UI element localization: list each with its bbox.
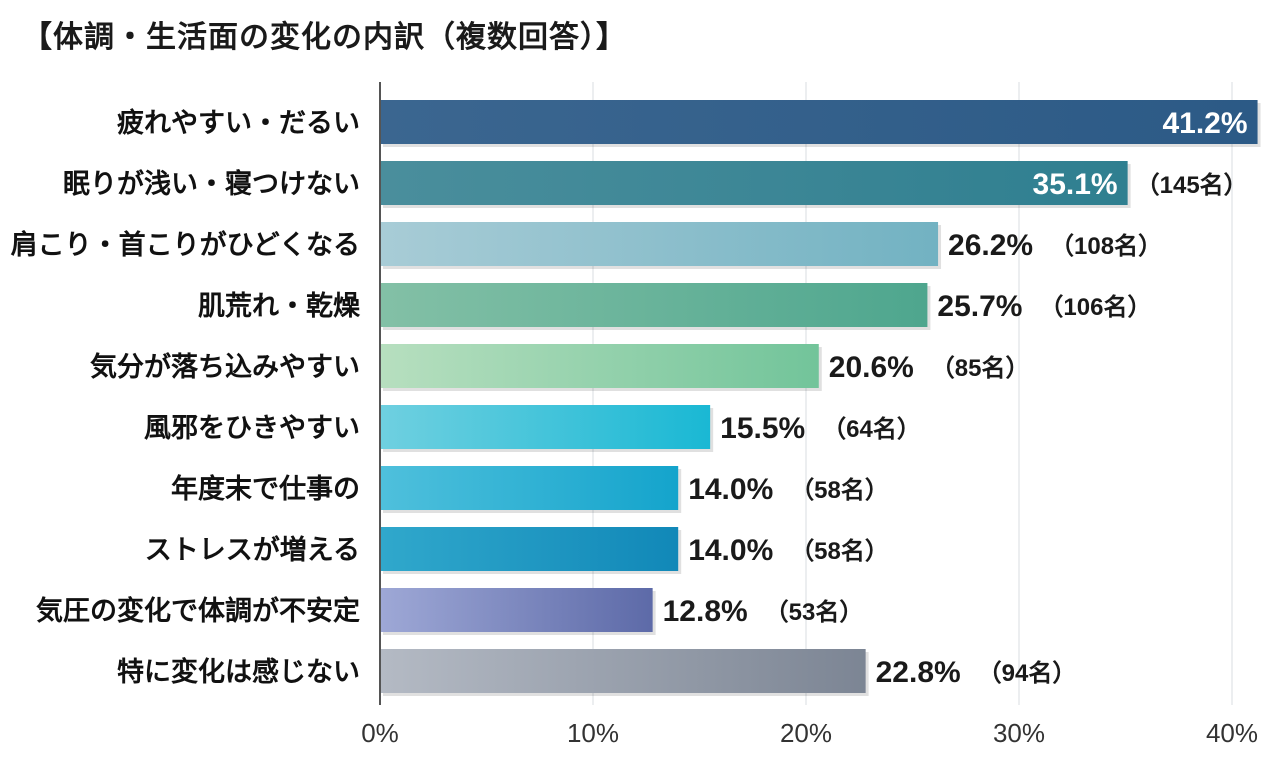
chart-title: 【体調・生活面の変化の内訳（複数回答）】 (22, 20, 627, 55)
value-label: 15.5% (720, 412, 805, 445)
count-label: （85名） (931, 354, 1030, 382)
count-label: （170名） (1266, 110, 1280, 138)
labels: 疲れやすい・だるい 41.2% （170名） 眠りが浅い・寝つけない 35.1% （145… (11, 107, 1280, 689)
count-label: （58名） (790, 537, 889, 565)
axis: 0% 10% 20% 30% 40% (361, 82, 1258, 748)
count-label: （94名） (978, 659, 1077, 687)
bar-3 (380, 222, 939, 266)
x-tick-label: 20% (780, 718, 832, 748)
value-label: 25.7% (937, 290, 1022, 323)
bar-8 (380, 527, 679, 571)
bar-2 (380, 161, 1128, 205)
category-label: 気分が落ち込みやすい (90, 351, 360, 383)
bars (380, 100, 1261, 696)
category-label: 眠りが浅い・寝つけない (63, 168, 360, 200)
value-label: 22.8% (876, 656, 961, 689)
value-label: 12.8% (663, 595, 748, 628)
value-label: 20.6% (829, 351, 914, 384)
bar-10 (380, 649, 866, 693)
count-label: （145名） (1136, 171, 1248, 199)
count-label: （58名） (790, 476, 889, 504)
value-label: 35.1% (1033, 168, 1118, 201)
category-label: ストレスが増える (145, 534, 360, 566)
value-label: 14.0% (688, 534, 773, 567)
bar-1 (380, 100, 1258, 144)
category-label: 年度末で仕事の (171, 473, 360, 505)
bar-6 (380, 405, 711, 449)
x-tick-label: 40% (1206, 718, 1258, 748)
value-label: 14.0% (688, 473, 773, 506)
count-label: （106名） (1039, 293, 1151, 321)
category-label: 気圧の変化で体調が不安定 (36, 595, 360, 627)
bar-9 (380, 588, 653, 632)
value-label: 26.2% (948, 229, 1033, 262)
x-tick-label: 30% (993, 718, 1045, 748)
x-tick-label: 10% (567, 718, 619, 748)
category-label: 疲れやすい・だるい (117, 107, 360, 139)
category-label: 肩こり・首こりがひどくなる (11, 229, 360, 261)
count-label: （53名） (765, 598, 864, 626)
bar-4 (380, 283, 928, 327)
category-label: 風邪をひきやすい (144, 413, 360, 444)
count-label: （108名） (1050, 232, 1162, 260)
count-label: （64名） (822, 415, 921, 443)
bar-5 (380, 344, 819, 388)
value-label: 41.2% (1162, 107, 1247, 140)
x-tick-label: 0% (361, 718, 399, 748)
category-label: 肌荒れ・乾燥 (198, 291, 361, 322)
bar-7 (380, 466, 679, 510)
category-label: 特に変化は感じない (117, 656, 360, 688)
